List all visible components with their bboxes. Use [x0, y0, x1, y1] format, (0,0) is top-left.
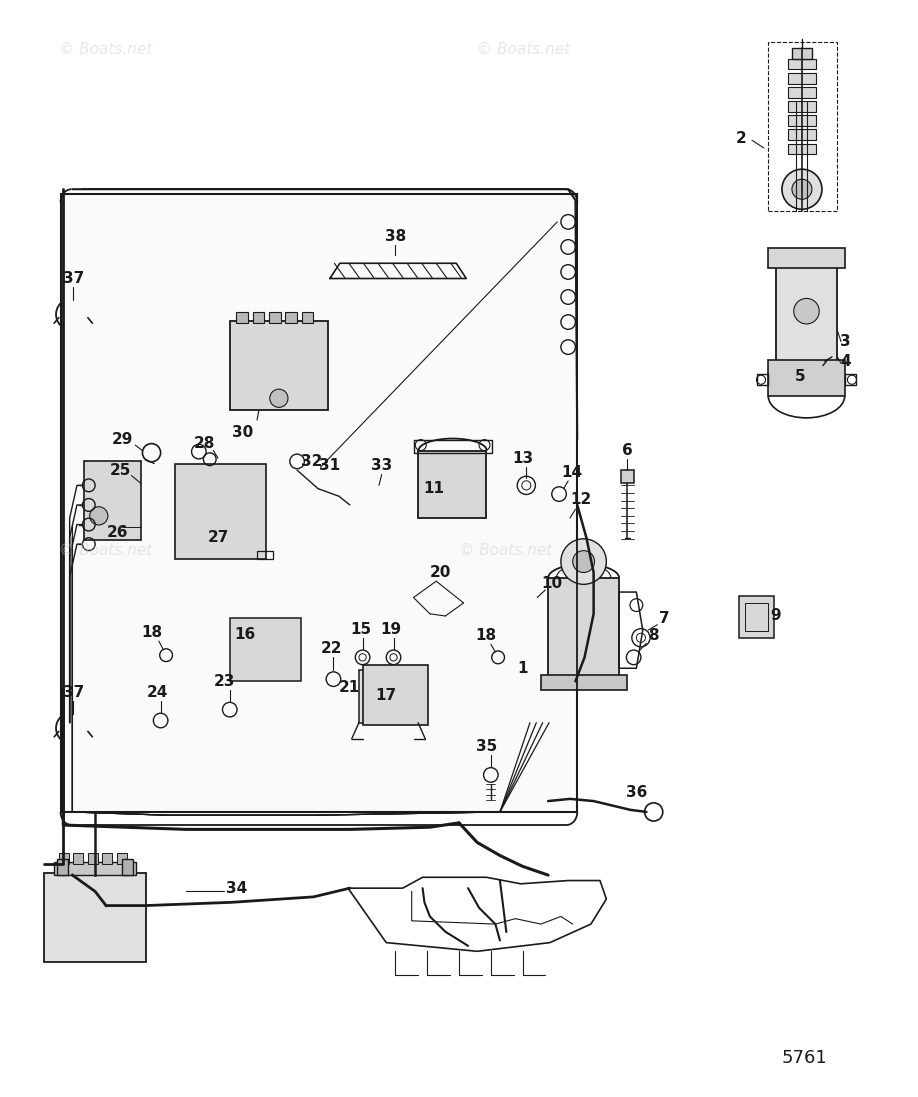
- Bar: [269, 313, 281, 324]
- Text: 10: 10: [542, 576, 563, 591]
- Circle shape: [561, 539, 607, 585]
- Bar: [768, 248, 845, 268]
- Text: 14: 14: [561, 465, 582, 479]
- Text: 18: 18: [141, 625, 162, 640]
- Bar: [789, 129, 815, 140]
- Circle shape: [90, 507, 108, 525]
- Text: 3: 3: [840, 335, 851, 349]
- Text: 12: 12: [570, 493, 591, 507]
- Text: 17: 17: [375, 688, 397, 703]
- Text: 35: 35: [476, 739, 497, 754]
- Text: © Boats.net: © Boats.net: [59, 43, 152, 57]
- Text: 13: 13: [512, 451, 533, 465]
- Bar: [54, 862, 136, 875]
- Text: © Boats.net: © Boats.net: [459, 543, 553, 558]
- Text: 15: 15: [350, 622, 371, 636]
- Text: 36: 36: [626, 784, 647, 800]
- Text: 18: 18: [476, 629, 497, 643]
- Bar: [548, 578, 619, 681]
- Bar: [117, 853, 127, 864]
- Text: 2: 2: [735, 131, 746, 146]
- Text: 24: 24: [146, 685, 168, 700]
- Text: 28: 28: [194, 437, 215, 452]
- Text: 25: 25: [110, 463, 131, 477]
- Text: © Boats.net: © Boats.net: [59, 543, 152, 558]
- Text: 5: 5: [795, 369, 805, 384]
- Circle shape: [792, 179, 812, 200]
- Text: 16: 16: [235, 627, 256, 642]
- Bar: [744, 603, 768, 631]
- Text: 22: 22: [321, 641, 342, 656]
- Text: 1: 1: [518, 660, 528, 676]
- Bar: [103, 853, 112, 864]
- Bar: [789, 72, 815, 83]
- Circle shape: [573, 551, 595, 573]
- Bar: [252, 313, 264, 324]
- Text: 32: 32: [301, 454, 322, 468]
- Text: 8: 8: [648, 629, 659, 643]
- Text: 7: 7: [659, 611, 670, 625]
- Bar: [59, 853, 69, 864]
- Bar: [541, 675, 627, 690]
- Bar: [175, 464, 266, 559]
- Bar: [792, 47, 812, 58]
- Bar: [122, 859, 133, 875]
- Bar: [285, 313, 297, 324]
- Bar: [621, 471, 633, 483]
- Bar: [302, 313, 313, 324]
- Text: 4: 4: [840, 353, 851, 369]
- Text: 5761: 5761: [782, 1049, 828, 1067]
- Bar: [84, 462, 140, 540]
- Bar: [230, 321, 328, 410]
- Text: 30: 30: [232, 425, 253, 440]
- Bar: [363, 665, 428, 725]
- Text: 6: 6: [621, 443, 633, 459]
- Bar: [359, 670, 418, 723]
- Text: 9: 9: [770, 609, 781, 623]
- Text: 34: 34: [226, 881, 247, 895]
- Text: 37: 37: [62, 685, 84, 700]
- Text: 33: 33: [371, 459, 392, 473]
- Circle shape: [794, 298, 819, 324]
- Text: © Boats.net: © Boats.net: [477, 43, 570, 57]
- Bar: [739, 597, 774, 637]
- Text: 20: 20: [431, 565, 452, 580]
- Circle shape: [782, 169, 822, 210]
- Text: 21: 21: [340, 680, 361, 695]
- Text: 23: 23: [214, 674, 235, 689]
- Bar: [57, 859, 68, 875]
- Bar: [44, 873, 146, 962]
- Bar: [61, 193, 577, 812]
- Bar: [230, 619, 301, 681]
- Text: 27: 27: [207, 530, 229, 545]
- Text: 26: 26: [107, 524, 129, 540]
- Bar: [418, 451, 487, 518]
- Text: 29: 29: [112, 432, 133, 448]
- Text: 11: 11: [423, 482, 444, 496]
- Circle shape: [270, 389, 288, 407]
- Bar: [236, 313, 248, 324]
- Bar: [789, 101, 815, 112]
- Bar: [776, 263, 837, 361]
- Bar: [88, 853, 98, 864]
- Text: 37: 37: [62, 271, 84, 286]
- Bar: [789, 58, 815, 69]
- Bar: [789, 87, 815, 98]
- Bar: [789, 144, 815, 155]
- Bar: [73, 853, 84, 864]
- Text: 38: 38: [385, 228, 406, 244]
- Bar: [768, 43, 836, 211]
- Text: 19: 19: [380, 622, 401, 636]
- Bar: [768, 360, 845, 396]
- Text: 31: 31: [319, 459, 341, 473]
- Bar: [789, 115, 815, 126]
